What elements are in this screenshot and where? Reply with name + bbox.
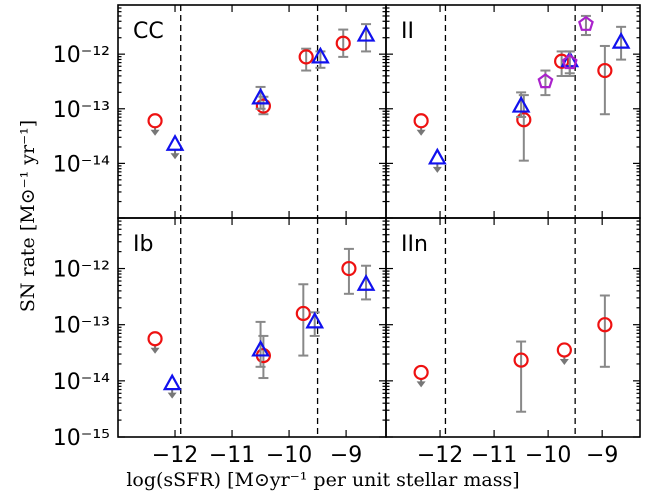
x-tick-label: −11 [209, 443, 255, 468]
upper-limit-arrow [432, 166, 442, 173]
x-tick-label: −9 [330, 443, 362, 468]
data-point-triangle [251, 339, 270, 357]
y-axis-label: SN rate [M⊙⁻¹ yr⁻¹] [17, 120, 39, 312]
data-point-pentagon [578, 15, 594, 31]
data-point-circle [554, 53, 570, 69]
data-point-circle [255, 98, 272, 114]
x-tick-label: −10 [525, 443, 571, 468]
data-point-circle [597, 62, 613, 79]
data-point-circle [413, 364, 429, 381]
data-point-circle [556, 342, 572, 358]
panel-title: IIn [401, 232, 428, 257]
data-point-triangle [356, 273, 376, 291]
upper-limit-arrow [150, 129, 160, 136]
data-point-circle [516, 112, 532, 128]
panel-title: Ib [133, 232, 153, 257]
data-point-circle [298, 49, 314, 65]
panel-cc: CC [117, 4, 387, 219]
upper-limit-arrow [170, 153, 180, 160]
data-point-triangle [611, 31, 631, 49]
data-point-pentagon [561, 53, 578, 70]
data-point-triangle [427, 147, 447, 165]
panel-title: II [401, 19, 414, 44]
data-point-circle [147, 113, 163, 129]
y-tick-label: 10⁻¹³ [53, 98, 110, 123]
x-tick-label: −12 [152, 443, 198, 468]
panel-ii: II [385, 4, 641, 219]
panel-title: CC [133, 19, 164, 44]
y-tick-label: 10⁻¹² [53, 43, 110, 68]
upper-limit-arrow [167, 392, 177, 399]
y-tick-label: 10⁻¹⁴ [53, 152, 110, 177]
x-tick-label: −10 [266, 443, 312, 468]
data-point-triangle [511, 95, 531, 113]
data-point-circle [341, 260, 357, 277]
y-tick-label: 10⁻¹⁵ [53, 426, 110, 451]
data-point-circle [597, 317, 613, 333]
data-point-triangle [251, 87, 270, 105]
y-tick-label: 10⁻¹³ [53, 314, 110, 339]
data-point-triangle [165, 134, 185, 151]
data-point-circle [147, 331, 163, 347]
data-point-circle [513, 352, 529, 368]
data-point-triangle [356, 24, 376, 42]
panel-iin: IIn [385, 217, 641, 438]
data-point-circle [295, 305, 311, 322]
data-point-triangle [305, 311, 325, 329]
upper-limit-arrow [559, 358, 569, 365]
data-point-triangle [162, 373, 182, 391]
x-tick-label: −9 [586, 443, 618, 468]
y-tick-label: 10⁻¹⁴ [53, 370, 110, 395]
panel-frame [117, 217, 387, 438]
panel-ib: Ib [117, 217, 387, 438]
upper-limit-arrow [416, 381, 426, 388]
y-tick-label: 10⁻¹² [53, 258, 110, 283]
upper-limit-arrow [416, 129, 426, 136]
data-point-triangle [311, 46, 330, 64]
data-point-pentagon [537, 73, 554, 89]
x-tick-label: −11 [471, 443, 517, 468]
data-point-circle [413, 113, 429, 129]
data-point-circle [335, 35, 351, 51]
plot-layer: CC II Ib IIn 10⁻¹² 10⁻¹³ 10⁻¹⁴ 10⁻¹² 10⁻¹³ 10⁻¹⁴ 1… [53, 4, 641, 468]
x-tick-label: −12 [417, 443, 463, 468]
upper-limit-arrow [150, 347, 160, 354]
x-axis-label: log(sSFR) [M⊙yr⁻¹ per unit stellar mass] [126, 469, 519, 491]
